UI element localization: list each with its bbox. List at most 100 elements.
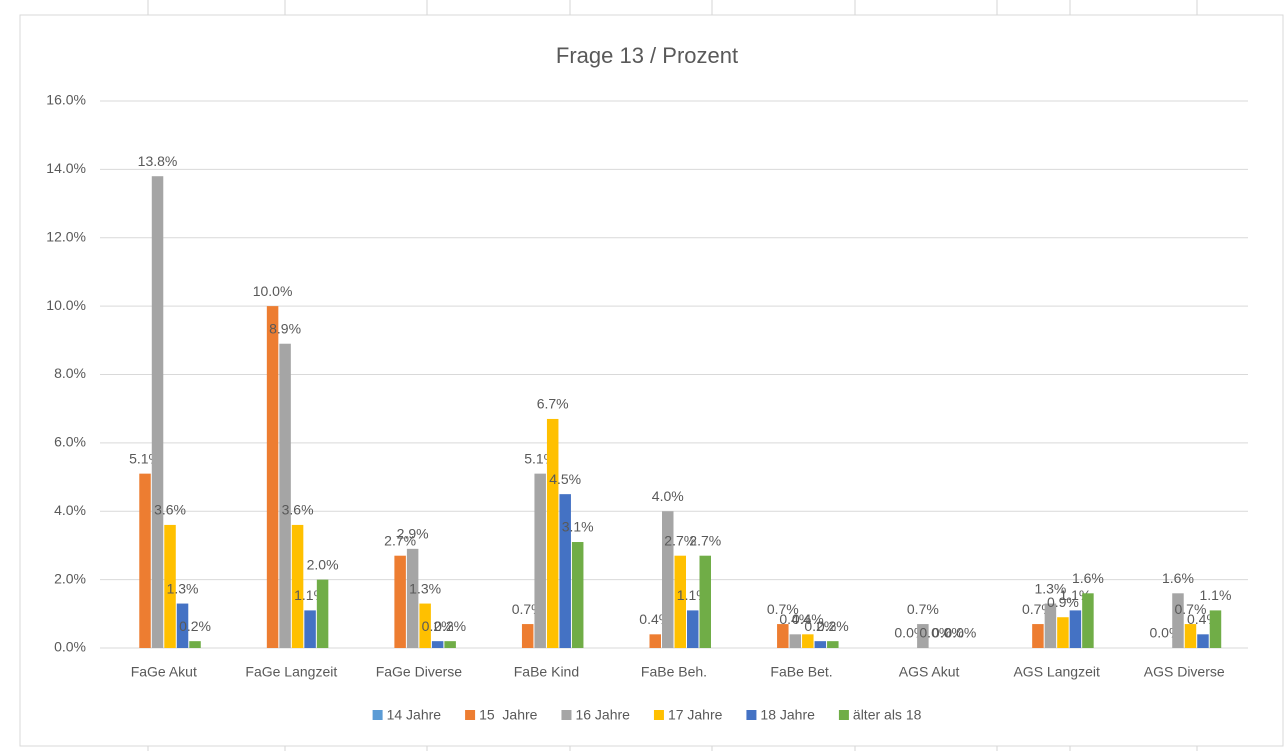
data-label: 10.0% [253,283,293,299]
x-tick-label: FaBe Kind [514,664,579,680]
y-tick-label: 0.0% [54,639,86,655]
bar [419,603,431,648]
data-label: 0.2% [434,618,466,634]
data-label: 3.6% [282,502,314,518]
data-label: 2.7% [384,532,416,548]
legend-label: älter als 18 [853,707,922,723]
bar [559,494,571,648]
data-label: 3.1% [562,519,594,535]
data-label: 2.7% [664,532,696,548]
bar [571,542,584,648]
data-label: 2.0% [307,556,339,572]
bar [406,548,419,648]
bar [1209,610,1222,648]
data-label: 0.2% [422,618,454,634]
data-label: 0.0% [932,625,964,641]
x-tick-label: AGS Langzeit [1013,664,1099,680]
bar [291,524,304,648]
bar [814,641,827,648]
y-tick-label: 8.0% [54,365,86,381]
data-label: 0.7% [907,601,939,617]
data-label: 13.8% [138,153,178,169]
legend-label: 15 Jahre [479,707,538,723]
legend-swatch [372,710,383,720]
bar [789,634,802,648]
y-tick-label: 10.0% [46,297,86,313]
legend-swatch [838,710,849,720]
legend-label: 18 Jahre [760,707,815,723]
data-label: 1.6% [1162,570,1194,586]
y-tick-label: 2.0% [54,570,86,586]
data-label: 0.9% [1047,594,1079,610]
bar [189,641,201,648]
bar [151,176,164,648]
bar [649,634,661,648]
bar [674,555,686,648]
bar [176,603,189,648]
x-tick-label: AGS Akut [899,664,960,680]
bar [546,418,559,648]
x-tick-label: FaGe Langzeit [245,664,337,680]
data-label: 4.0% [652,488,684,504]
y-tick-label: 4.0% [54,502,86,518]
data-label: 1.3% [1034,580,1066,596]
bar [139,473,151,648]
x-tick-label: FaBe Bet. [770,664,832,680]
data-label: 1.3% [409,580,441,596]
y-tick-label: 14.0% [46,160,86,176]
bar [394,555,406,648]
legend-swatch [746,710,757,720]
bar [1184,624,1197,648]
legend-swatch [561,710,572,720]
data-label: 0.7% [1175,601,1207,617]
chart-title: Frage 13 / Prozent [556,43,738,68]
bar [444,641,456,648]
legend-swatch [653,710,664,720]
data-label: 0.7% [767,601,799,617]
data-label: 0.2% [179,618,211,634]
bar [1032,624,1044,648]
bar [687,610,699,648]
bar [1082,593,1094,648]
bar [917,624,929,648]
data-label: 1.6% [1072,570,1104,586]
bar [1197,634,1209,648]
bar [827,641,839,648]
y-tick-label: 16.0% [46,92,86,108]
legend-label: 16 Jahre [575,707,630,723]
bar [1069,610,1082,648]
bar [662,511,674,648]
data-label: 1.3% [167,580,199,596]
data-label: 2.7% [689,532,721,548]
bar [316,579,329,648]
data-label: 0.2% [817,618,849,634]
bar [1172,593,1184,648]
bar [521,624,534,648]
bar [266,306,279,648]
data-label: 0.0% [919,625,951,641]
y-tick-label: 12.0% [46,228,86,244]
bar [279,343,291,648]
data-label: 0.0% [944,625,976,641]
data-label: 3.6% [154,502,186,518]
bar [164,524,176,648]
x-tick-label: AGS Diverse [1144,664,1225,680]
x-tick-label: FaGe Akut [131,664,197,680]
data-label: 1.1% [1200,587,1232,603]
data-label: 2.9% [397,526,429,542]
data-label: 4.5% [549,471,581,487]
legend-label: 17 Jahre [668,707,723,723]
data-label: 0.4% [779,611,811,627]
bar [1044,603,1057,648]
x-tick-label: FaBe Beh. [641,664,707,680]
x-tick-label: FaGe Diverse [376,664,463,680]
data-label: 8.9% [269,320,301,336]
bar [777,624,789,648]
bar [431,641,444,648]
y-tick-label: 6.0% [54,434,86,450]
bar [1057,617,1069,648]
bar [699,555,711,648]
data-label: 0.2% [804,618,836,634]
bar [534,473,546,648]
